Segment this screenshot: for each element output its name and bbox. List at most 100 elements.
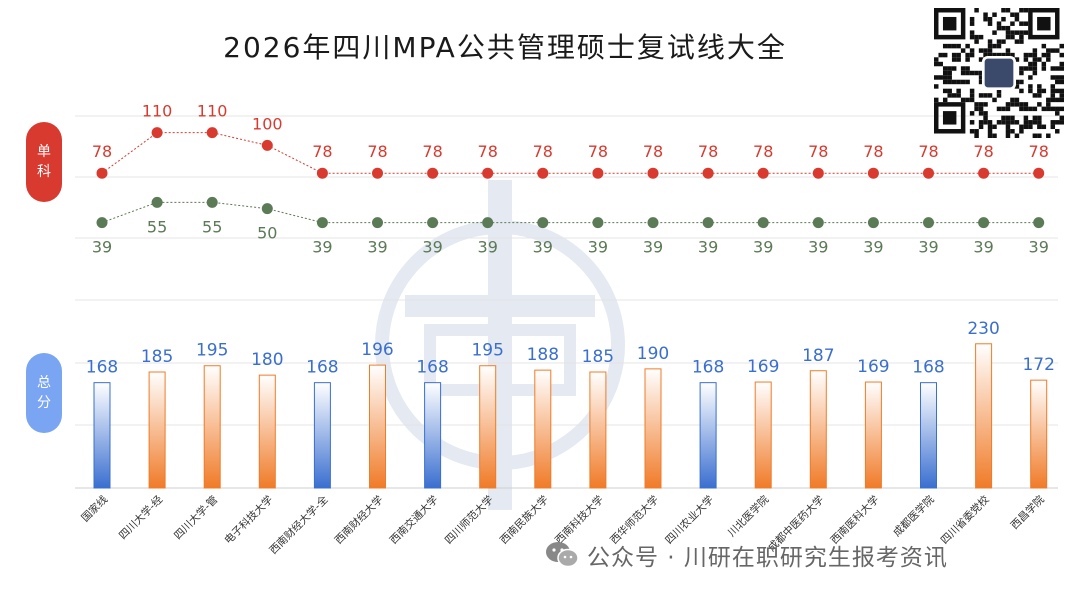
qr-module (1019, 124, 1024, 130)
qr-module (1001, 52, 1006, 58)
bar-1 (148, 371, 166, 489)
bar-13 (809, 370, 827, 489)
qr-module (934, 84, 939, 89)
label-1-14: 78 (863, 142, 883, 161)
qr-module (965, 43, 970, 49)
qr-module (1010, 115, 1015, 121)
point-2-8 (537, 217, 549, 229)
tick-label-17: 西昌学院 (1008, 493, 1047, 532)
qr-module (1037, 133, 1042, 138)
qr-module (1010, 120, 1015, 125)
qr-module (1032, 61, 1038, 67)
bar-4 (313, 382, 331, 489)
qr-module (934, 97, 939, 103)
qr-module (987, 120, 993, 125)
qr-module (996, 39, 1002, 44)
tick-label-6: 西南交通大学 (387, 493, 441, 547)
qr-module (978, 120, 984, 125)
tick-label-15: 成都医学院 (890, 493, 937, 540)
qr-module (1014, 79, 1020, 85)
qr-module (1059, 75, 1064, 80)
qr-module (969, 16, 975, 22)
qr-module (960, 70, 966, 76)
qr-module (942, 88, 948, 94)
single-subject-label: 单 科 (26, 122, 62, 202)
tick-label-1: 四川大学-经 (116, 493, 165, 542)
label-1-6: 78 (422, 142, 442, 161)
qr-module (969, 30, 975, 35)
qr-module (969, 93, 975, 98)
qr-module (992, 12, 997, 17)
qr-module (1001, 8, 1006, 13)
qr-module (1005, 129, 1011, 134)
qr-module (1037, 57, 1042, 62)
qr-module (1019, 129, 1024, 134)
qr-module (1050, 124, 1056, 130)
qr-module (992, 30, 997, 35)
qr-module (1028, 120, 1033, 125)
qr-module (942, 43, 948, 49)
bar-value-11: 168 (692, 358, 724, 378)
qr-module (1019, 8, 1024, 13)
bar-7 (479, 365, 497, 489)
qr-module (987, 93, 993, 98)
qr-module (983, 93, 988, 98)
qr-module (1023, 21, 1029, 26)
point-1-14 (867, 167, 879, 179)
bar-6 (424, 382, 442, 489)
qr-module (1046, 52, 1051, 58)
qr-module (934, 57, 939, 62)
qr-module (1028, 61, 1033, 67)
qr-module (1055, 66, 1060, 71)
qr-module (1055, 75, 1060, 80)
qr-module (1005, 34, 1011, 40)
qr-module (1055, 97, 1060, 103)
qr-module (974, 129, 979, 134)
label-2-1: 55 (147, 217, 167, 236)
label-2-8: 39 (533, 238, 553, 257)
label-1-4: 78 (312, 142, 332, 161)
qr-module (1023, 120, 1029, 125)
qr-module (987, 52, 993, 58)
point-1-16 (978, 167, 990, 179)
qr-module (965, 79, 970, 85)
qr-module (965, 70, 970, 76)
qr-module (969, 97, 975, 103)
qr-module (1041, 52, 1047, 58)
qr-module (1037, 102, 1042, 107)
qr-module (1055, 106, 1060, 112)
label-2-4: 39 (312, 238, 332, 257)
total-label-char-1: 总 (37, 375, 51, 391)
bar-5 (369, 364, 386, 489)
qr-module (1023, 115, 1029, 121)
qr-module (1019, 88, 1024, 94)
qr-module (1028, 84, 1033, 89)
label-2-16: 39 (973, 238, 993, 257)
qr-finder-1 (1028, 8, 1060, 40)
series-line-2 (101, 201, 1039, 224)
label-2-2: 55 (202, 217, 222, 236)
qr-module (1005, 25, 1011, 31)
label-2-7: 39 (478, 238, 498, 257)
qr-finder-core-1 (1037, 16, 1051, 31)
point-1-4 (316, 167, 328, 179)
qr-module (1028, 124, 1033, 130)
qr-module (974, 133, 979, 138)
qr-module (1019, 102, 1024, 107)
qr-module (1019, 106, 1024, 112)
qr-module (1023, 57, 1029, 62)
point-1-10 (647, 167, 659, 179)
qr-module (1010, 102, 1015, 107)
qr-module (1050, 120, 1056, 125)
qr-finder-core-2 (942, 111, 957, 125)
qr-module (983, 111, 988, 116)
qr-module (1050, 93, 1056, 98)
qr-module (1041, 43, 1047, 49)
point-2-7 (482, 217, 494, 229)
tick-label-5: 西南财经大学 (332, 493, 386, 547)
qr-module (1055, 120, 1060, 125)
qr-module (1014, 39, 1020, 44)
qr-module (1010, 21, 1015, 26)
qr-module (1014, 12, 1020, 17)
